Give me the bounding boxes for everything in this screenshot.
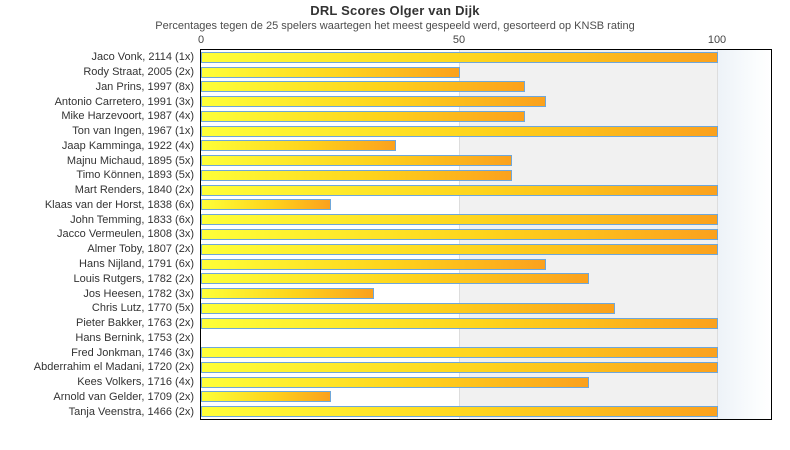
bar: [201, 96, 547, 108]
category-label: Pieter Bakker, 1763 (2x): [75, 317, 194, 330]
category-label: Louis Rutgers, 1782 (2x): [73, 272, 194, 285]
chart-title: DRL Scores Olger van Dijk: [310, 3, 480, 18]
category-label: Abderrahim el Madani, 1720 (2x): [33, 361, 194, 374]
category-label: Antonio Carretero, 1991 (3x): [54, 95, 194, 108]
category-label: Chris Lutz, 1770 (5x): [91, 302, 194, 315]
bar: [201, 243, 718, 255]
bar: [201, 288, 374, 300]
bar: [201, 51, 718, 63]
category-label: Jacco Vermeulen, 1808 (3x): [57, 228, 194, 241]
chart-subtitle: Percentages tegen de 25 spelers waartege…: [155, 20, 635, 32]
category-label: Fred Jonkman, 1746 (3x): [71, 346, 194, 359]
category-label: Majnu Michaud, 1895 (5x): [66, 154, 194, 167]
y-axis-labels: Jaco Vonk, 2114 (1x) Rody Straat, 2005 (2…: [0, 50, 194, 419]
category-label: John Temming, 1833 (6x): [70, 213, 194, 226]
bar: [201, 391, 331, 403]
x-tick-label: 0: [197, 34, 205, 46]
category-label: Jan Prins, 1997 (8x): [95, 80, 194, 93]
category-label: Kees Volkers, 1716 (4x): [77, 376, 194, 389]
bar: [201, 214, 718, 226]
category-label: Hans Nijland, 1791 (6x): [79, 258, 194, 270]
x-axis: 0 50 100: [197, 34, 772, 48]
category-label: Mike Harzevoort, 1987 (4x): [61, 110, 194, 123]
bar: [201, 302, 615, 314]
bar: [201, 361, 718, 373]
bar: [201, 140, 396, 152]
category-label: Rody Straat, 2005 (2x): [83, 66, 194, 79]
bars-container: [201, 50, 771, 419]
bar: [201, 184, 718, 196]
category-label: Almer Toby, 1807 (2x): [87, 243, 194, 256]
x-tick-label: 50: [452, 34, 466, 46]
bar: [201, 229, 718, 240]
bar: [201, 199, 331, 211]
category-label: Hans Bernink, 1753 (2x): [75, 331, 194, 344]
category-label: Ton van Ingen, 1967 (1x): [72, 125, 194, 138]
bar: [201, 125, 718, 137]
category-label: Klaas van der Horst, 1838 (6x): [44, 198, 194, 211]
category-label: Mart Renders, 1840 (2x): [74, 184, 194, 197]
bar: [201, 376, 589, 388]
bar: [201, 81, 525, 93]
bar: [201, 317, 718, 329]
bar: [201, 155, 512, 167]
bar: [201, 258, 547, 270]
bar: [201, 273, 589, 285]
category-label: Tanja Veenstra, 1466 (2x): [68, 405, 194, 418]
x-tick-label: 100: [707, 34, 727, 46]
bar: [201, 66, 460, 78]
bar: [201, 347, 718, 359]
bar: [201, 110, 525, 122]
category-label: Jaap Kamminga, 1922 (4x): [61, 139, 194, 152]
category-label: Jaco Vonk, 2114 (1x): [91, 51, 194, 64]
category-label: Timo Können, 1893 (5x): [76, 169, 194, 182]
bar: [201, 406, 718, 418]
plot-area: [200, 49, 772, 420]
bar: [201, 169, 512, 181]
category-label: Jos Heesen, 1782 (3x): [83, 287, 194, 300]
band-beyond-100: [717, 50, 771, 419]
category-label: Arnold van Gelder, 1709 (2x): [53, 390, 194, 403]
